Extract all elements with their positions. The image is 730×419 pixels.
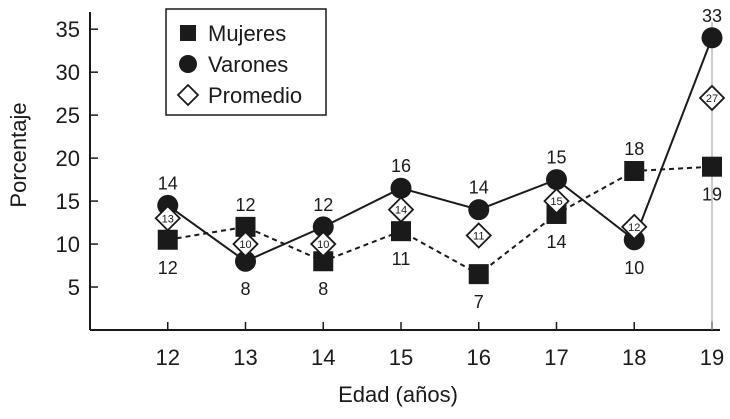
y-tick-label-10: 10 (56, 232, 80, 257)
promedio-label-14: 10 (317, 239, 329, 251)
mujeres-label-18: 18 (624, 139, 644, 159)
mujeres-point-19 (702, 156, 722, 177)
x-tick-label-14: 14 (311, 345, 335, 370)
mujeres-point-12 (157, 229, 178, 250)
y-tick-label-35: 35 (56, 17, 80, 42)
promedio-label-15: 14 (395, 205, 407, 217)
promedio-point-13 (232, 230, 259, 258)
x-tick-label-17: 17 (544, 345, 568, 370)
mujeres-point-18 (624, 161, 645, 181)
promedio-label-12: 13 (162, 213, 174, 225)
varones-label-19: 33 (702, 6, 722, 26)
y-tick-label-5: 5 (68, 275, 80, 300)
mujeres-label-13: 12 (235, 195, 255, 215)
series-line-mujeres (167, 165, 713, 276)
mujeres-label-19: 19 (702, 185, 722, 205)
promedio-point-18 (620, 213, 648, 241)
y-tick-label-20: 20 (56, 146, 80, 171)
y-tick-label-25: 25 (56, 103, 80, 128)
axes: 5 10 15 20 25 30 35 12 13 14 15 16 17 18 19 (56, 12, 724, 370)
y-tick-label-15: 15 (56, 189, 80, 214)
y-tick-label-30: 30 (56, 60, 80, 85)
varones-label-14: 12 (313, 195, 333, 215)
series-markers (154, 27, 726, 285)
legend-promedio-label: Promedio (208, 83, 302, 108)
promedio-label-19: 27 (706, 93, 718, 105)
promedio-label-17: 15 (550, 196, 562, 208)
varones-label-12: 14 (158, 173, 178, 193)
promedio-label-18: 12 (628, 222, 640, 234)
promedio-point-12 (154, 204, 182, 232)
legend-varones-label: Varones (208, 52, 288, 77)
legend-varones-marker (179, 55, 197, 73)
mujeres-label-12: 12 (158, 258, 178, 278)
varones-point-14 (312, 216, 334, 238)
x-tick-label-18: 18 (622, 345, 646, 370)
varones-point-19 (701, 27, 723, 49)
promedio-point-16 (465, 222, 493, 249)
varones-label-18: 10 (624, 258, 644, 278)
mujeres-label-15: 11 (392, 249, 411, 269)
mujeres-point-16 (468, 264, 489, 285)
legend-promedio-marker (176, 83, 200, 107)
y-axis-label: Porcentaje (6, 102, 31, 207)
mujeres-point-13 (235, 216, 256, 237)
x-tick-label-12: 12 (156, 345, 180, 370)
data-labels: 12 14 13 12 8 10 8 12 10 11 16 14 7 14 11 14 15 15 18 10 12 1… (158, 6, 722, 312)
legend-mujeres-marker (180, 25, 196, 41)
x-tick-label-13: 13 (233, 345, 257, 370)
mujeres-point-14 (313, 251, 334, 272)
promedio-point-15 (387, 196, 415, 223)
varones-label-16: 14 (469, 178, 489, 198)
x-axis-label: Edad (años) (338, 382, 458, 407)
varones-point-17 (546, 169, 567, 191)
mujeres-point-15 (391, 221, 411, 242)
mujeres-label-17: 14 (546, 232, 566, 252)
promedio-point-14 (309, 230, 337, 258)
legend: Mujeres Varones Promedio (165, 8, 327, 116)
promedio-point-19 (698, 84, 726, 112)
x-tick-label-19: 19 (700, 345, 724, 370)
series-lines (167, 37, 713, 276)
varones-point-15 (390, 177, 412, 199)
series-line-varones (167, 37, 713, 263)
varones-label-15: 16 (391, 156, 411, 176)
mujeres-label-14: 8 (318, 279, 328, 299)
mujeres-label-16: 7 (474, 292, 484, 312)
legend-mujeres-label: Mujeres (208, 21, 286, 46)
promedio-label-13: 10 (239, 239, 251, 251)
promedio-point-17 (543, 187, 570, 215)
x-tick-label-16: 16 (467, 345, 491, 370)
x-tick-label-15: 15 (389, 345, 413, 370)
varones-label-17: 15 (546, 148, 566, 168)
varones-label-13: 8 (240, 279, 250, 299)
varones-point-13 (235, 250, 256, 272)
promedio-label-16: 11 (473, 230, 484, 242)
varones-point-16 (468, 199, 490, 221)
